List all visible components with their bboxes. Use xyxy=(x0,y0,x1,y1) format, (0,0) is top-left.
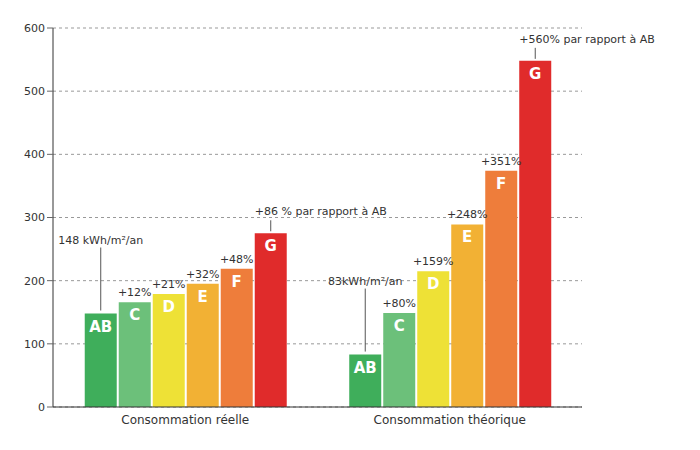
svg-text:83kWh/m²/an: 83kWh/m²/an xyxy=(328,275,402,288)
svg-text:600: 600 xyxy=(24,22,45,35)
svg-text:E: E xyxy=(462,228,472,246)
svg-text:+351%: +351% xyxy=(481,155,522,168)
svg-text:G: G xyxy=(265,237,277,255)
svg-text:+21%: +21% xyxy=(152,278,186,291)
svg-text:Consommation réelle: Consommation réelle xyxy=(121,413,249,427)
svg-text:300: 300 xyxy=(24,211,45,224)
svg-text:500: 500 xyxy=(24,85,45,98)
svg-text:+48%: +48% xyxy=(220,253,254,266)
svg-text:+248%: +248% xyxy=(447,208,488,221)
svg-text:+80%: +80% xyxy=(382,297,416,310)
svg-text:F: F xyxy=(232,273,242,291)
svg-text:C: C xyxy=(394,317,405,335)
svg-text:+12%: +12% xyxy=(118,286,152,299)
svg-text:+159%: +159% xyxy=(413,255,454,268)
svg-text:D: D xyxy=(427,275,439,293)
svg-text:100: 100 xyxy=(24,338,45,351)
svg-text:200: 200 xyxy=(24,275,45,288)
svg-text:G: G xyxy=(529,65,541,83)
svg-text:E: E xyxy=(198,288,208,306)
svg-text:AB: AB xyxy=(354,359,377,377)
svg-text:+32%: +32% xyxy=(186,268,220,281)
svg-text:148 kWh/m²/an: 148 kWh/m²/an xyxy=(58,234,143,247)
svg-text:C: C xyxy=(129,306,140,324)
svg-text:+560% par rapport à AB: +560% par rapport à AB xyxy=(519,33,655,46)
svg-text:+86 % par rapport à AB: +86 % par rapport à AB xyxy=(255,205,387,218)
svg-text:AB: AB xyxy=(89,318,112,336)
svg-text:Consommation théorique: Consommation théorique xyxy=(374,413,526,427)
svg-text:400: 400 xyxy=(24,148,45,161)
svg-text:D: D xyxy=(163,298,175,316)
svg-text:0: 0 xyxy=(38,401,45,414)
svg-text:F: F xyxy=(496,175,506,193)
